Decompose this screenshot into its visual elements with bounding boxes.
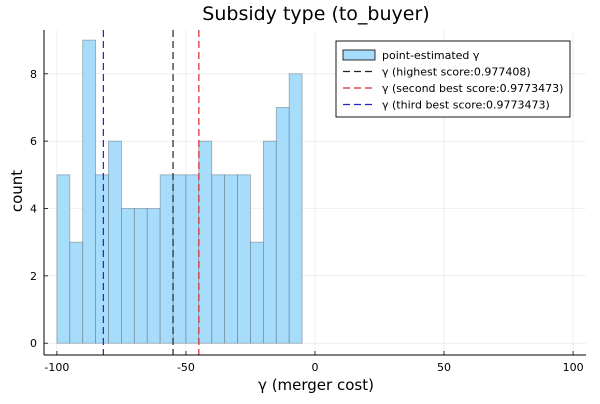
chart-title: Subsidy type (to_buyer) <box>202 3 429 25</box>
histogram-bar <box>198 140 213 344</box>
y-tick-label: 0 <box>30 337 37 350</box>
histogram-bar <box>185 174 200 344</box>
histogram-bar <box>275 107 290 344</box>
histogram-bar <box>82 39 97 344</box>
histogram-bar <box>69 241 84 344</box>
histogram-bar <box>224 174 238 344</box>
histogram-bar <box>56 174 71 344</box>
histogram-bars <box>56 39 303 344</box>
x-tick-label: 100 <box>563 361 584 374</box>
legend-label: γ (second best score:0.9773473) <box>382 82 563 95</box>
x-tick-label: -50 <box>177 361 195 374</box>
legend-swatch <box>342 49 376 61</box>
x-axis-label: γ (merger cost) <box>258 376 374 394</box>
axes: -100 -50 0 50 100 0 2 4 6 8 <box>30 30 586 374</box>
y-axis-label: count <box>8 170 26 212</box>
histogram-bar <box>172 174 187 344</box>
histogram-bar <box>250 241 264 344</box>
x-tick-label: 50 <box>437 361 451 374</box>
histogram-bar <box>211 174 226 344</box>
legend-label: point-estimated γ <box>382 49 480 62</box>
histogram-bar <box>121 208 135 344</box>
histogram-bar <box>237 174 251 344</box>
x-tick-label: 0 <box>312 361 319 374</box>
legend: point-estimated γ γ (highest score:0.9774… <box>335 40 571 118</box>
histogram-bar <box>288 73 303 344</box>
histogram-bar <box>108 140 122 344</box>
legend-label: γ (highest score:0.977408) <box>382 66 531 79</box>
y-tick-label: 2 <box>30 270 37 283</box>
y-tick-label: 8 <box>30 68 37 81</box>
histogram-bar <box>159 174 174 344</box>
x-tick-label: -100 <box>44 361 69 374</box>
histogram-bar <box>146 208 161 344</box>
histogram-bar <box>262 140 277 344</box>
histogram-bar <box>95 174 109 344</box>
y-tick-label: 4 <box>30 202 37 215</box>
reference-lines <box>102 30 200 355</box>
histogram-bar <box>133 208 148 344</box>
legend-label: γ (third best score:0.9773473) <box>382 99 550 112</box>
y-tick-label: 6 <box>30 135 37 148</box>
